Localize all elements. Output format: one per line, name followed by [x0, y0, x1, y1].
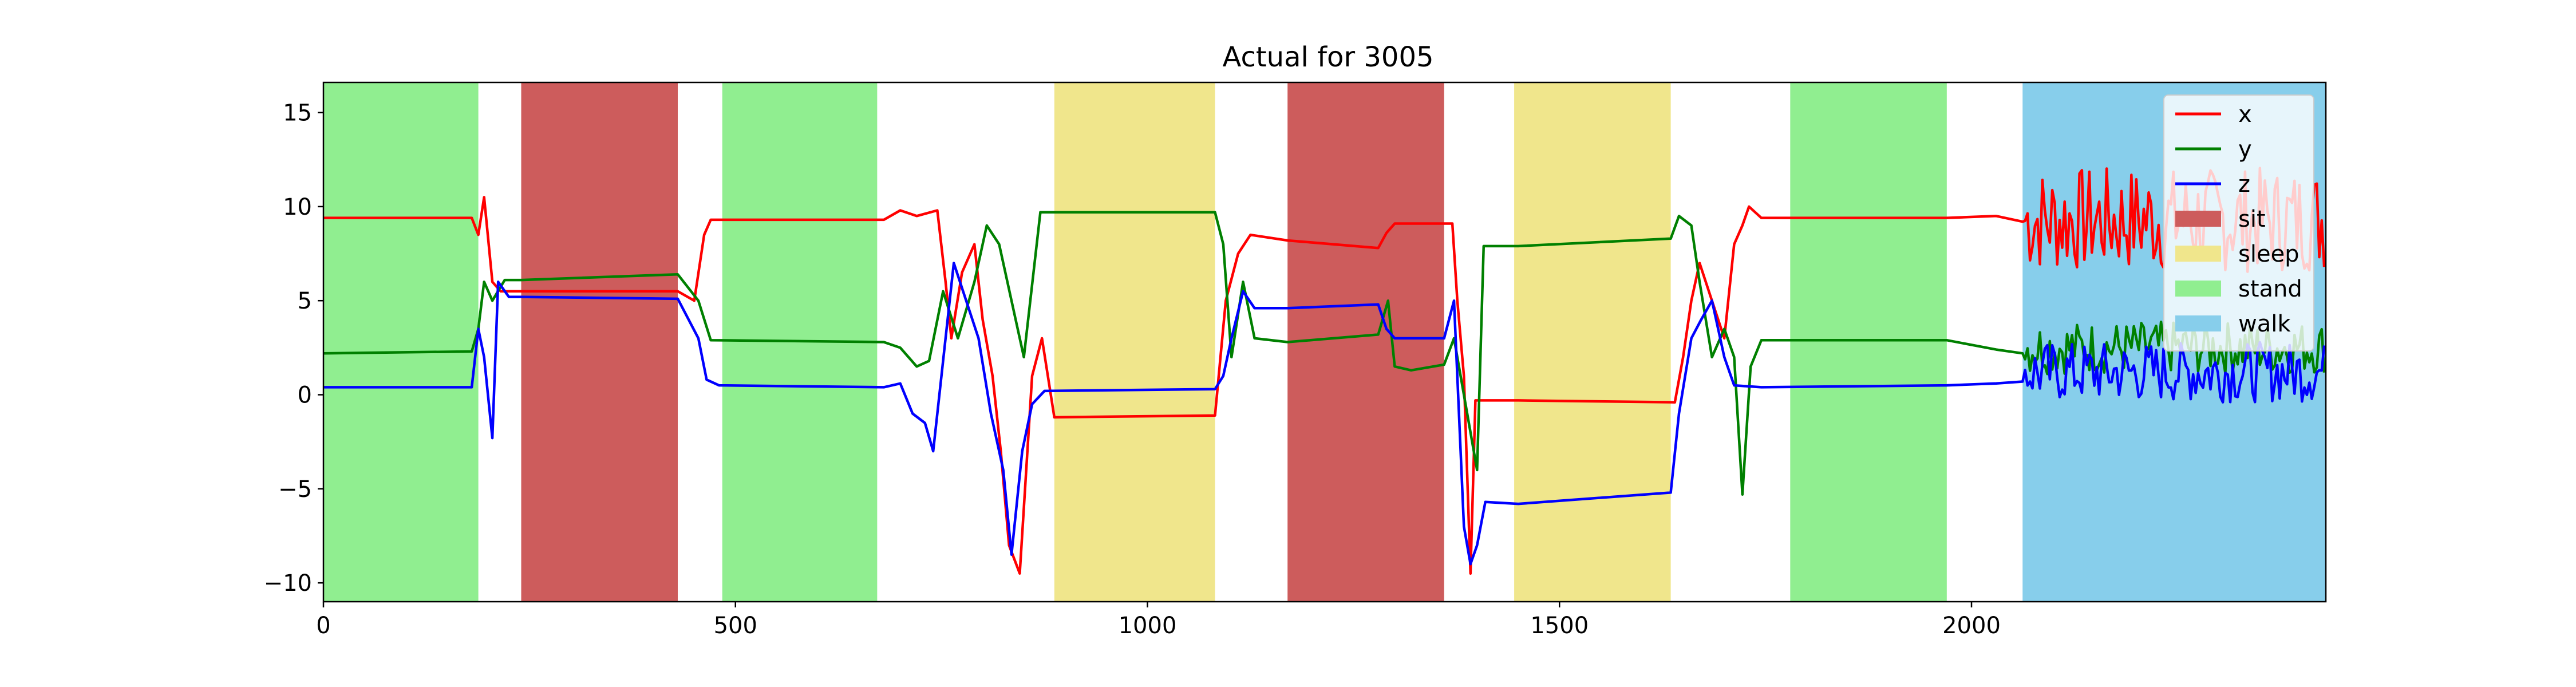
legend-swatch-walk [2175, 315, 2221, 331]
x-tick-label: 2000 [1942, 613, 2001, 639]
band-stand-6 [1790, 82, 1947, 602]
legend-swatch-sit [2175, 211, 2221, 227]
band-sleep-5 [1514, 82, 1671, 602]
legend-label-y: y [2238, 136, 2252, 163]
legend-label-sleep: sleep [2238, 241, 2300, 267]
legend-label-walk: walk [2238, 311, 2291, 337]
band-stand-0 [323, 82, 479, 602]
series-line-z [323, 262, 2326, 566]
x-tick-label: 500 [714, 613, 757, 639]
legend: xyz sit sleep stand walk [2163, 94, 2314, 352]
ticks: 0 500 1000 1500 2000 −10 −5 0 5 10 15 [264, 100, 2001, 639]
x-tick-label: 1500 [1530, 613, 1589, 639]
y-tick-label: 10 [283, 194, 312, 220]
legend-swatch-stand [2175, 281, 2221, 297]
plot-frame [322, 81, 2327, 603]
y-tick-label: 15 [283, 100, 312, 127]
x-tick-label: 1000 [1119, 613, 1177, 639]
y-tick-label: 5 [298, 288, 312, 314]
legend-label-stand: stand [2238, 276, 2302, 302]
legend-label-x: x [2238, 101, 2252, 128]
y-tick-label: −10 [264, 570, 312, 597]
chart-title: Actual for 3005 [1222, 41, 1433, 73]
legend-label-z: z [2238, 171, 2250, 198]
band-sleep-3 [1054, 82, 1215, 602]
band-sit-4 [1287, 82, 1444, 602]
y-tick-label: 0 [298, 382, 312, 409]
activity-bands [323, 82, 2326, 602]
legend-swatch-sleep [2175, 246, 2221, 262]
axes [322, 81, 2327, 603]
legend-label-sit: sit [2238, 206, 2266, 232]
y-tick-label: −5 [278, 476, 312, 503]
band-sit-1 [521, 82, 678, 602]
x-tick-label: 0 [316, 613, 330, 639]
